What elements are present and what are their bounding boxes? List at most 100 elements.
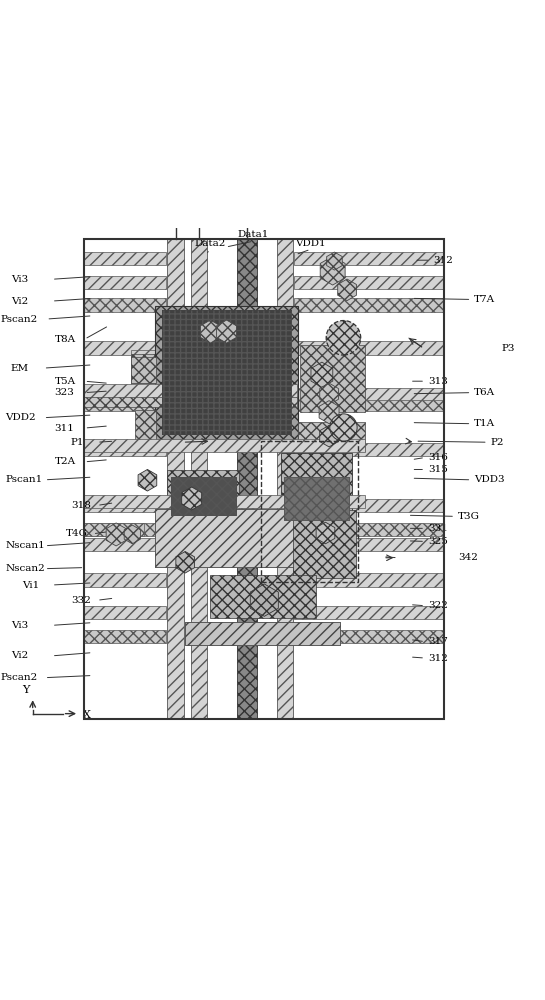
Bar	[84, 400, 166, 411]
Text: Vi1: Vi1	[22, 581, 39, 590]
Polygon shape	[250, 584, 278, 616]
Text: Vi2: Vi2	[11, 297, 28, 306]
Bar	[294, 630, 444, 643]
Text: P3: P3	[501, 344, 515, 353]
Bar	[261, 441, 358, 582]
Polygon shape	[216, 320, 237, 343]
Bar	[155, 509, 299, 567]
Text: T1A: T1A	[474, 419, 495, 428]
Text: T5A: T5A	[54, 377, 76, 386]
Polygon shape	[106, 523, 126, 546]
Text: 323: 323	[54, 388, 74, 397]
Bar	[171, 477, 235, 515]
Text: VDD3: VDD3	[474, 475, 505, 484]
Bar	[210, 575, 317, 618]
Bar	[294, 388, 444, 402]
Text: 342: 342	[458, 553, 477, 562]
Bar	[131, 354, 167, 383]
Text: Pscan2: Pscan2	[0, 673, 37, 682]
Polygon shape	[181, 487, 202, 510]
Bar	[294, 341, 444, 355]
Text: T2A: T2A	[54, 457, 76, 466]
Polygon shape	[320, 425, 338, 447]
Bar	[167, 239, 184, 719]
Bar	[294, 252, 444, 265]
Bar	[185, 622, 340, 645]
Bar	[191, 239, 207, 719]
Circle shape	[330, 414, 357, 441]
Text: VDD1: VDD1	[295, 239, 326, 248]
Bar	[294, 573, 444, 587]
Bar	[294, 443, 444, 456]
Bar	[185, 622, 340, 645]
Text: Data2: Data2	[194, 239, 226, 248]
Polygon shape	[326, 252, 342, 270]
Text: Data1: Data1	[238, 230, 269, 239]
Bar	[131, 357, 156, 383]
Bar	[294, 276, 444, 289]
Bar	[84, 443, 166, 456]
Text: X: X	[83, 710, 90, 720]
Bar	[284, 477, 349, 520]
Bar	[155, 306, 299, 440]
Bar	[84, 523, 166, 536]
Polygon shape	[124, 525, 141, 544]
Bar	[299, 422, 365, 451]
Bar	[155, 509, 299, 567]
Polygon shape	[316, 522, 335, 544]
Bar	[84, 341, 166, 355]
Bar	[294, 499, 444, 512]
Text: Vi3: Vi3	[11, 275, 28, 284]
Text: 311: 311	[54, 424, 74, 433]
Bar	[84, 397, 296, 407]
Bar	[294, 606, 444, 619]
Text: 312: 312	[428, 654, 447, 663]
Bar	[284, 477, 349, 520]
Bar	[167, 307, 221, 328]
Text: T7A: T7A	[474, 295, 495, 304]
Text: 318: 318	[71, 501, 90, 510]
Bar	[162, 310, 292, 434]
Polygon shape	[320, 256, 345, 285]
Text: 315: 315	[428, 465, 447, 474]
Text: 325: 325	[428, 537, 447, 546]
Circle shape	[326, 321, 361, 355]
Bar	[84, 252, 166, 265]
Text: Nscan2: Nscan2	[5, 564, 45, 573]
Bar	[84, 384, 296, 398]
Text: Vi3: Vi3	[11, 621, 28, 630]
Bar	[84, 573, 166, 587]
Text: 331: 331	[428, 524, 447, 533]
Text: 316: 316	[428, 453, 447, 462]
Bar	[300, 345, 365, 412]
Text: 312: 312	[433, 256, 453, 265]
Bar	[84, 298, 166, 312]
Text: T4G: T4G	[65, 529, 87, 538]
Bar	[84, 276, 166, 289]
Text: P2: P2	[490, 438, 504, 447]
Polygon shape	[320, 383, 338, 405]
Text: Y: Y	[22, 685, 30, 695]
Text: T8A: T8A	[54, 335, 76, 344]
Polygon shape	[176, 551, 195, 573]
Text: Vi2: Vi2	[11, 651, 28, 660]
Text: Nscan1: Nscan1	[5, 541, 45, 550]
Text: VDD2: VDD2	[5, 413, 36, 422]
Bar	[84, 630, 166, 643]
Bar	[84, 439, 365, 452]
Bar	[84, 388, 166, 402]
Text: T3G: T3G	[458, 512, 480, 521]
Text: Pscan2: Pscan2	[0, 315, 37, 324]
Bar	[171, 477, 235, 515]
Bar	[162, 310, 292, 434]
Text: 332: 332	[71, 596, 90, 605]
Text: 322: 322	[428, 601, 447, 610]
Text: EM: EM	[11, 364, 29, 373]
Polygon shape	[311, 362, 333, 387]
Bar	[84, 239, 444, 719]
Text: T6A: T6A	[474, 388, 495, 397]
Text: P1: P1	[71, 438, 84, 447]
Bar	[131, 350, 167, 387]
Polygon shape	[138, 469, 157, 491]
Text: 317: 317	[428, 637, 447, 646]
